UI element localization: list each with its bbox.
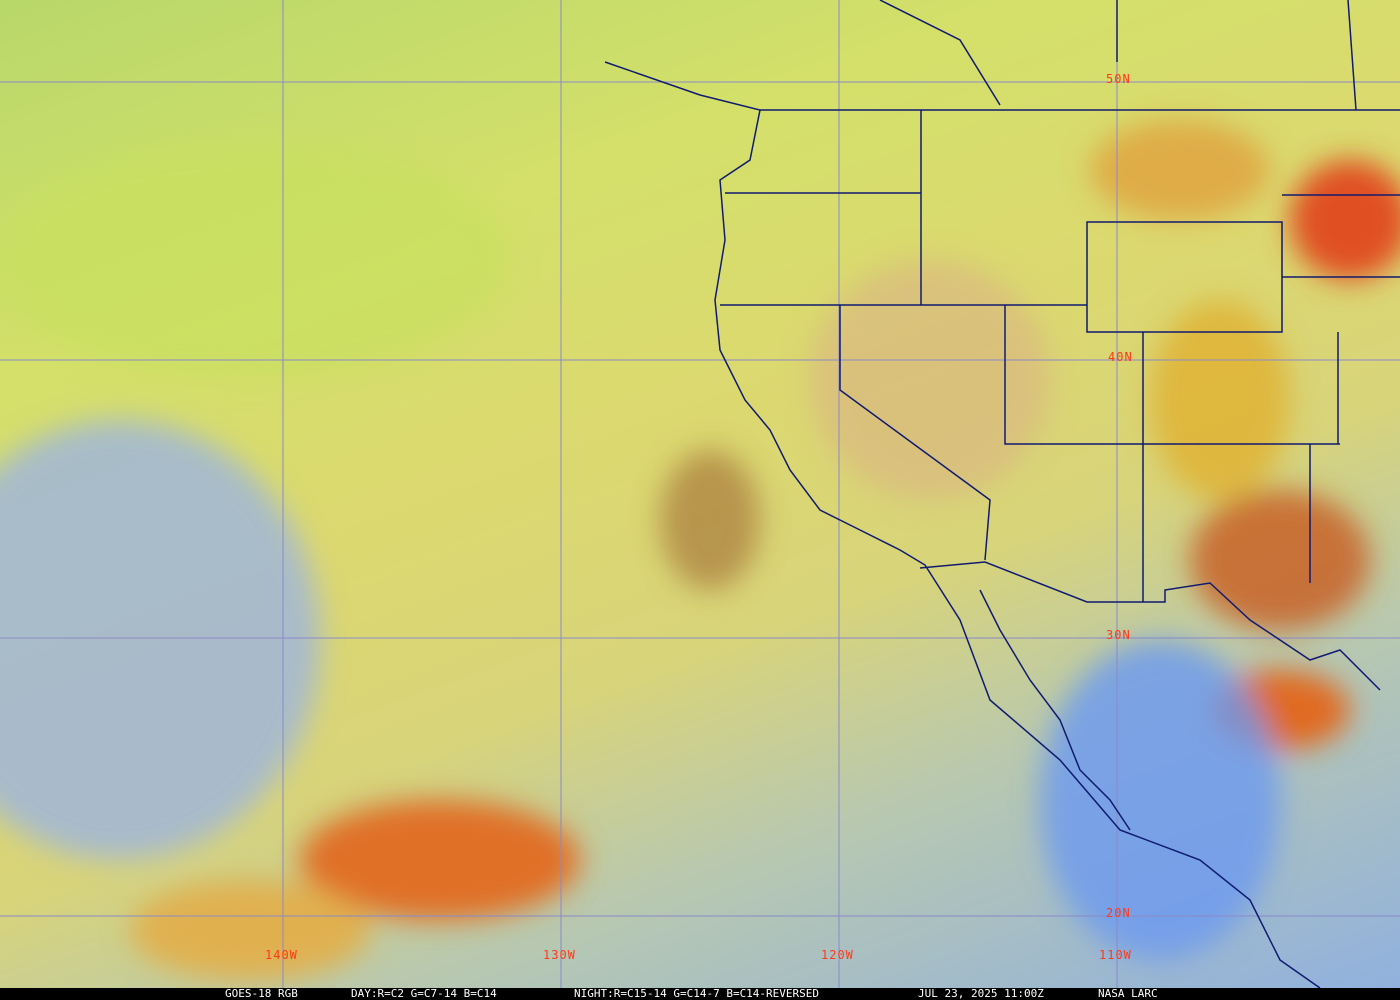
caption-night: NIGHT:R=C15-14 G=C14-7 B=C14-REVERSED [574,987,820,1000]
political-borders [604,0,1400,989]
caption-satellite: GOES-18 RGB [225,987,298,1000]
latitude-label-30n: 30N [1106,628,1131,642]
longitude-label-130w: 130W [543,948,576,962]
longitude-label-120w: 120W [821,948,854,962]
caption-source: NASA LARC [1098,987,1158,1000]
image-caption: GOES-18 RGB DAY:R=C2 G=C7-14 B=C14 NIGHT:R… [0,988,1400,1000]
longitude-label-140w: 140W [265,948,298,962]
caption-day: DAY:R=C2 G=C7-14 B=C14 [351,987,497,1000]
longitude-label-110w: 110W [1099,948,1132,962]
latitude-label-50n: 50N [1106,72,1131,86]
latitude-label-40n: 40N [1108,350,1133,364]
cloud-features [0,120,1400,980]
latitude-label-20n: 20N [1106,906,1131,920]
caption-datetime: JUL 23, 2025 11:00Z [918,987,1044,1000]
